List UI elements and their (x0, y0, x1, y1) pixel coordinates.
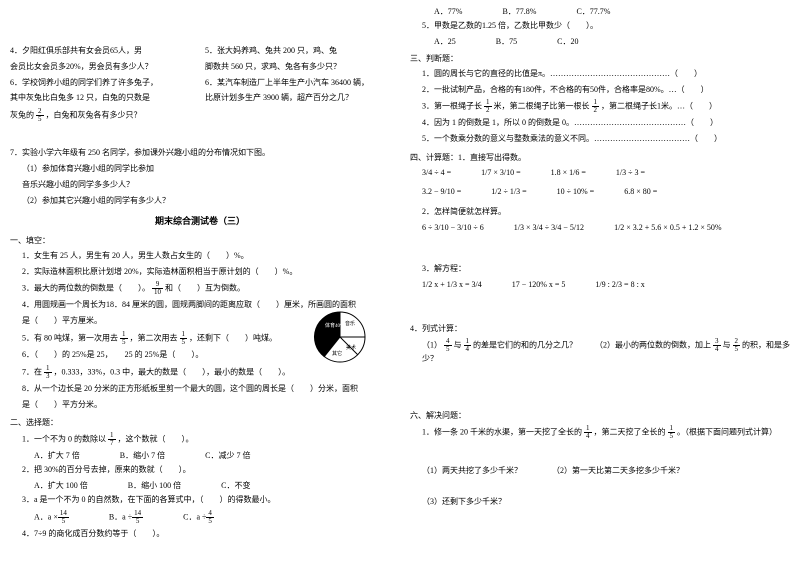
c4: 4．7÷9 的商化成百分数约等于（ ）。 (10, 528, 390, 541)
frac-2-5: 25 (36, 108, 44, 123)
c1: 1．一个不为 0 的数除以 17 ，这个数就（ ）。 (10, 432, 390, 447)
s4c: 3．解方程： (410, 263, 790, 276)
c2-opts: A．扩大 100 倍B．缩小 100 倍C．不变 (34, 480, 390, 491)
section-4: 四、计算题：1．直接写出得数。 (410, 152, 790, 164)
c2: 2．把 30%的百分号去掉，原来的数就（ ）。 (10, 464, 390, 477)
test-title: 期末综合测试卷（三） (10, 215, 390, 229)
svg-text:美术: 美术 (346, 344, 356, 351)
j5: 5．一个数乘分数的意义与整数乘法的意义不同。………………………………（ ） (410, 133, 790, 146)
q6r-line2: 比原计划多生产 3900 辆，超产百分之几？ (205, 92, 390, 105)
j2: 2．一批试制产品，合格的有180件，不合格的有50件，合格率是80%。…（ ） (410, 84, 790, 97)
f1: 1．女生有 25 人，男生有 20 人，男生人数占女生的（ ）%。 (10, 250, 390, 263)
q6-line3: 灰兔的 25 ，白兔和灰兔各有多少只？ (10, 108, 195, 123)
lc1: （1） 45 与 14 的差是它们的和的几分之几？ （2）最小的两位数的倒数，加… (410, 338, 790, 366)
q5-line2: 脚数共 560 只，求鸡、兔各有多少只？ (205, 61, 390, 74)
q6r-line1: 6．某汽车制造厂上半年生产小汽车 36400 辆， (205, 77, 390, 90)
q7a: （1）参加体育兴趣小组的同学比参加 (10, 163, 390, 176)
c5-opts: A．25B．75C．20 (434, 36, 790, 47)
calc-row-1: 3/4 ÷ 4 =1/7 × 3/10 =1.8 × 1/6 =1/3 ÷ 3 … (422, 168, 790, 177)
section-5: 4．列式计算： (410, 323, 790, 335)
section-1: 一、填空： (10, 235, 390, 247)
q7b: 音乐兴趣小组的同学多多少人？ (10, 179, 390, 192)
s4b: 2．怎样简便就怎样算。 (410, 206, 790, 219)
q6-line2: 其中灰兔比白兔多 12 只，白兔的只数是 (10, 92, 195, 105)
q5-line1: 5．张大妈养鸡、兔共 200 只，鸡、兔 (205, 45, 390, 58)
section-2: 二、选择题： (10, 417, 390, 429)
svg-text:体育40%: 体育40% (325, 322, 344, 329)
c1-opts: A．扩大 7 倍B．缩小 7 倍C．减少 7 倍 (34, 450, 390, 461)
c3: 3．a 是一个不为 0 的自然数，在下面的各算式中，（ ）的得数最小。 (10, 494, 390, 507)
svg-text:音乐: 音乐 (345, 320, 355, 327)
j4: 4．因为 1 的倒数是 1，所以 0 的倒数是 0。……………………………………… (410, 117, 790, 130)
frac-9-10: 910 (152, 281, 163, 296)
calc-row-2: 3.2 − 9/10 =1/2 ÷ 1/3 =10 ÷ 10% =6.8 × 8… (422, 187, 790, 196)
j3: 3．第一根绳子长 12 米，第二根绳子比第一根长 12 ，第二根绳子长1米。…（… (410, 99, 790, 114)
f8: 8．从一个边长是 20 分米的正方形纸板里剪一个最大的圆，这个圆的周长是（ ）分… (10, 383, 390, 396)
q7c: （2）参加其它兴趣小组的同学有多少人？ (10, 195, 390, 208)
q7: 7．实验小学六年级有 250 名同学，参加课外兴趣小组的分布情况如下图。 (10, 147, 390, 160)
f8b: 是（ ）平方分米。 (10, 399, 390, 412)
c3-opts: A．a ×145 B．a ÷145 C．a ÷45 (34, 510, 390, 525)
pie-chart-icon: 体育40% 音乐 美术 其它 (310, 307, 370, 367)
svg-text:其它: 其它 (332, 350, 342, 357)
q4-line1: 4．夕阳红俱乐部共有女会员65人，男 (10, 45, 195, 58)
p1: 1．修一条 20 千米的水渠，第一天挖了全长的 14 ，第二天挖了全长的 15 … (410, 425, 790, 440)
p1-subq: （1）两天共挖了多少千米？（2）第一天比第二天多挖多少千米？（3）还剩下多少千米… (422, 465, 790, 507)
q6-line1: 6．学校饲养小组的同学们养了许多兔子， (10, 77, 195, 90)
section-6: 六、解决问题： (410, 410, 790, 422)
q4-line2: 会员比女会员多20%，男会员有多少人？ (10, 61, 195, 74)
calc-row-3: 6 ÷ 3/10 − 3/10 ÷ 61/3 × 3/4 ÷ 3/4 − 5/1… (422, 223, 790, 232)
right-column: A．77%B．77.8%C．77.7% 5．甲数是乙数的1.25 倍，乙数比甲数… (400, 0, 800, 565)
left-column: 4．夕阳红俱乐部共有女会员65人，男 会员比女会员多20%，男会员有多少人？ 6… (0, 0, 400, 565)
f2: 2．实际造林面积比原计划增 20%，实际造林面积相当于原计划的（ ）%。 (10, 266, 390, 279)
c5: 5．甲数是乙数的1.25 倍，乙数比甲数少（ ）。 (410, 20, 790, 33)
f3: 3．最大的两位数的倒数是（ ）。 910 和（ ）互为倒数。 (10, 281, 390, 296)
section-3: 三、判断题： (410, 53, 790, 65)
equation-row: 1/2 x + 1/3 x = 3/417 − 120% x = 51/9 : … (422, 280, 790, 289)
j1: 1．圆的周长与它的直径的比值是π。………………………………………（ ） (410, 68, 790, 81)
c4-opts: A．77%B．77.8%C．77.7% (434, 6, 790, 17)
